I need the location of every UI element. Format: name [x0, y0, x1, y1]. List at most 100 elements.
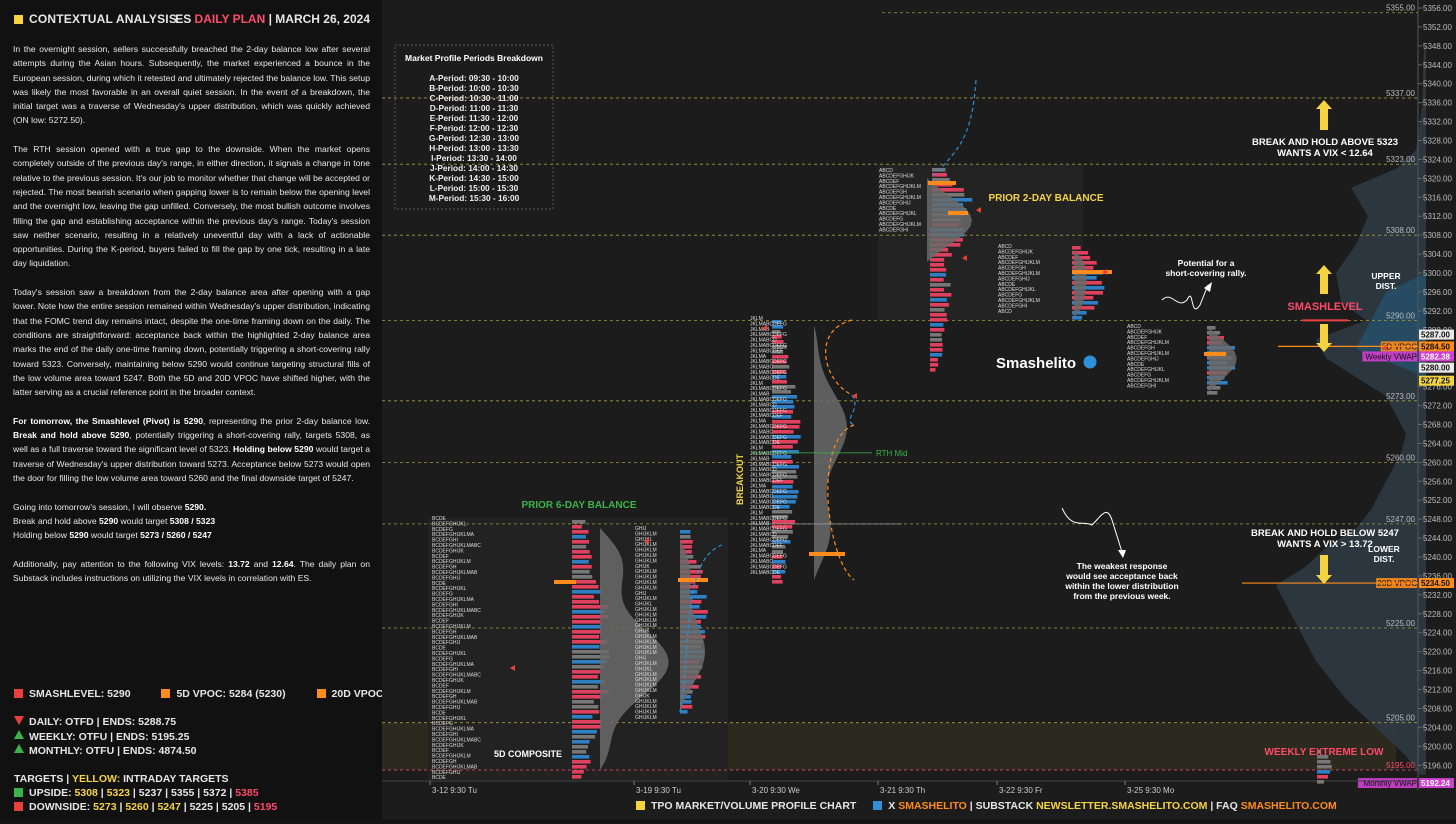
x-handle-link[interactable]: SMASHELITO: [898, 800, 967, 812]
tpo-bar: [932, 188, 964, 192]
tpo-letters: GHIJKLM: [635, 710, 657, 716]
tpo-letters: ABCDEFGHI: [879, 227, 908, 233]
tpo-letters: BCDEFGHIJK: [432, 743, 464, 749]
downside-targets: DOWNSIDE: 5273 | 5260 | 5247 | 5225 | 52…: [14, 801, 277, 813]
tpo-letters: GHIJKLM: [635, 558, 657, 564]
tpo-bar: [572, 690, 609, 694]
tpo-letters: ABCDEFGHIJKLM: [1127, 351, 1169, 357]
tpo-letters: BCDEFGHIJK: [432, 678, 464, 684]
tpo-bar: [772, 445, 793, 449]
tpo-profile: [572, 520, 610, 779]
tpo-letters: ABCDEFGHI: [998, 303, 1027, 309]
target-value: 5355: [170, 787, 195, 799]
tpo-bar: [572, 675, 598, 679]
vpoc5-square-icon: [161, 689, 171, 698]
analysis-text: In the overnight session, sellers succes…: [13, 42, 370, 600]
instrument-label: ES: [175, 12, 192, 26]
tpo-letters: JKLMAB: [750, 327, 770, 333]
tpo-bar: [572, 585, 599, 589]
tpo-bar: [930, 303, 950, 307]
tpo-letters: GHIJKLM: [635, 569, 657, 575]
tpo-bar: [1317, 755, 1329, 759]
price-tag-name: Monthly VWAP: [1364, 779, 1418, 788]
y-tick-label: 5300.00: [1423, 269, 1452, 278]
orange-dashed-curve: [825, 319, 853, 396]
target-value: 5385: [235, 787, 259, 799]
tpo-bar: [680, 540, 693, 544]
tpo-bar: [572, 745, 588, 749]
period-row: L-Period: 15:00 - 15:30: [430, 183, 519, 193]
down-arrow-icon: [1320, 555, 1328, 578]
tpo-bar: [572, 750, 587, 754]
tpo-letters: JKLMABCD: [750, 402, 777, 408]
tpo-letters: JKLMABCDEFG: [750, 500, 787, 506]
price-tag-label: 5280.00: [1421, 364, 1450, 373]
tpo-bar: [772, 570, 786, 574]
paragraph-overnight: In the overnight session, sellers succes…: [13, 44, 370, 126]
tpo-letters: JKLMABCDEFG: [750, 489, 787, 495]
tpo-bar: [772, 450, 799, 454]
tpo-letters: GHIJKLM: [635, 542, 657, 548]
y-tick-label: 5344.00: [1423, 61, 1452, 70]
tpo-letters: BCDEFGHIJKLM: [432, 754, 471, 760]
tpo-bar: [1317, 775, 1329, 779]
y-tick-label: 5244.00: [1423, 534, 1452, 543]
tpo-letters: JKLMA: [750, 548, 767, 554]
level-label: 5355.00: [1386, 4, 1415, 13]
blue-square-icon: [873, 801, 883, 810]
analysis-panel: CONTEXTUAL ANALYSIS ES DAILY PLAN | MARC…: [0, 0, 447, 819]
y-tick-label: 5260.00: [1423, 458, 1452, 467]
tpo-bar: [680, 610, 708, 614]
tpo-bar: [772, 475, 798, 479]
tpo-letters: GHIJKLM: [635, 531, 657, 537]
tpo-letters: ABCDEFG: [998, 293, 1022, 299]
tpo-bar: [772, 555, 783, 559]
tpo-letters: BCDEFGHIJKLM: [432, 559, 471, 565]
tpo-profile: [772, 320, 801, 584]
tpo-bar: [932, 173, 947, 177]
tpo-bar: [772, 340, 784, 344]
y-tick-label: 5316.00: [1423, 193, 1452, 202]
y-tick-label: 5312.00: [1423, 212, 1452, 221]
tpo-letters: JKLMABC: [750, 365, 773, 371]
tpo-letters: JKLMABCD: [750, 467, 777, 473]
tpo-letters: ABCDEFGHIJK: [998, 249, 1034, 255]
short-cover-squiggle: [1161, 284, 1209, 310]
tpo-bar: [572, 565, 592, 569]
substack-link[interactable]: NEWSLETTER.SMASHELITO.COM: [1036, 800, 1208, 812]
period-row: J-Period: 14:00 - 14:30: [430, 163, 518, 173]
composite-label: 5D COMPOSITE: [494, 749, 562, 759]
tpo-letters: ABCD: [998, 309, 1012, 315]
price-tag-name: Weekly VWAP: [1365, 352, 1417, 361]
tpo-letters: JKLMABCDEFG: [750, 359, 787, 365]
tpo-bar: [680, 565, 701, 569]
red-marker-icon: [976, 207, 981, 213]
price-tag-name-bg: [1362, 351, 1417, 362]
level-label: 5195.00: [1386, 761, 1415, 770]
level-label: 5205.00: [1386, 714, 1415, 723]
y-tick-label: 5252.00: [1423, 496, 1452, 505]
red-marker-icon: [510, 665, 515, 671]
tpo-letters: BCDEFGHIJK: [432, 613, 464, 619]
tpo-bar: [572, 525, 582, 529]
down-triangle-icon: [14, 716, 24, 725]
tpo-letters: BCDEFGHIJKLMABC: [432, 673, 481, 679]
tpo-letters: ABCDEFG: [879, 217, 903, 223]
tpo-bar: [1072, 311, 1087, 315]
tpo-letters: ABCDEFGHIJKL: [879, 211, 917, 217]
tpo-letters: GHIJKLM: [635, 623, 657, 629]
tpo-bar: [930, 283, 951, 287]
tpo-bar: [772, 390, 791, 394]
tpo-bar: [930, 343, 943, 347]
target-value: 5225: [189, 801, 213, 813]
tpo-bar: [572, 725, 602, 729]
faq-link[interactable]: SMASHELITO.COM: [1240, 800, 1337, 812]
tpo-letters: GHIJ: [635, 656, 647, 662]
tpo-bar: [932, 253, 952, 257]
price-tag: [1419, 329, 1454, 340]
y-tick-label: 5240.00: [1423, 553, 1452, 562]
tpo-bar: [930, 363, 939, 367]
y-tick-label: 5356.00: [1423, 4, 1452, 13]
tpo-letters: ABCD: [998, 244, 1012, 250]
tpo-letters: JKLM: [750, 316, 763, 322]
